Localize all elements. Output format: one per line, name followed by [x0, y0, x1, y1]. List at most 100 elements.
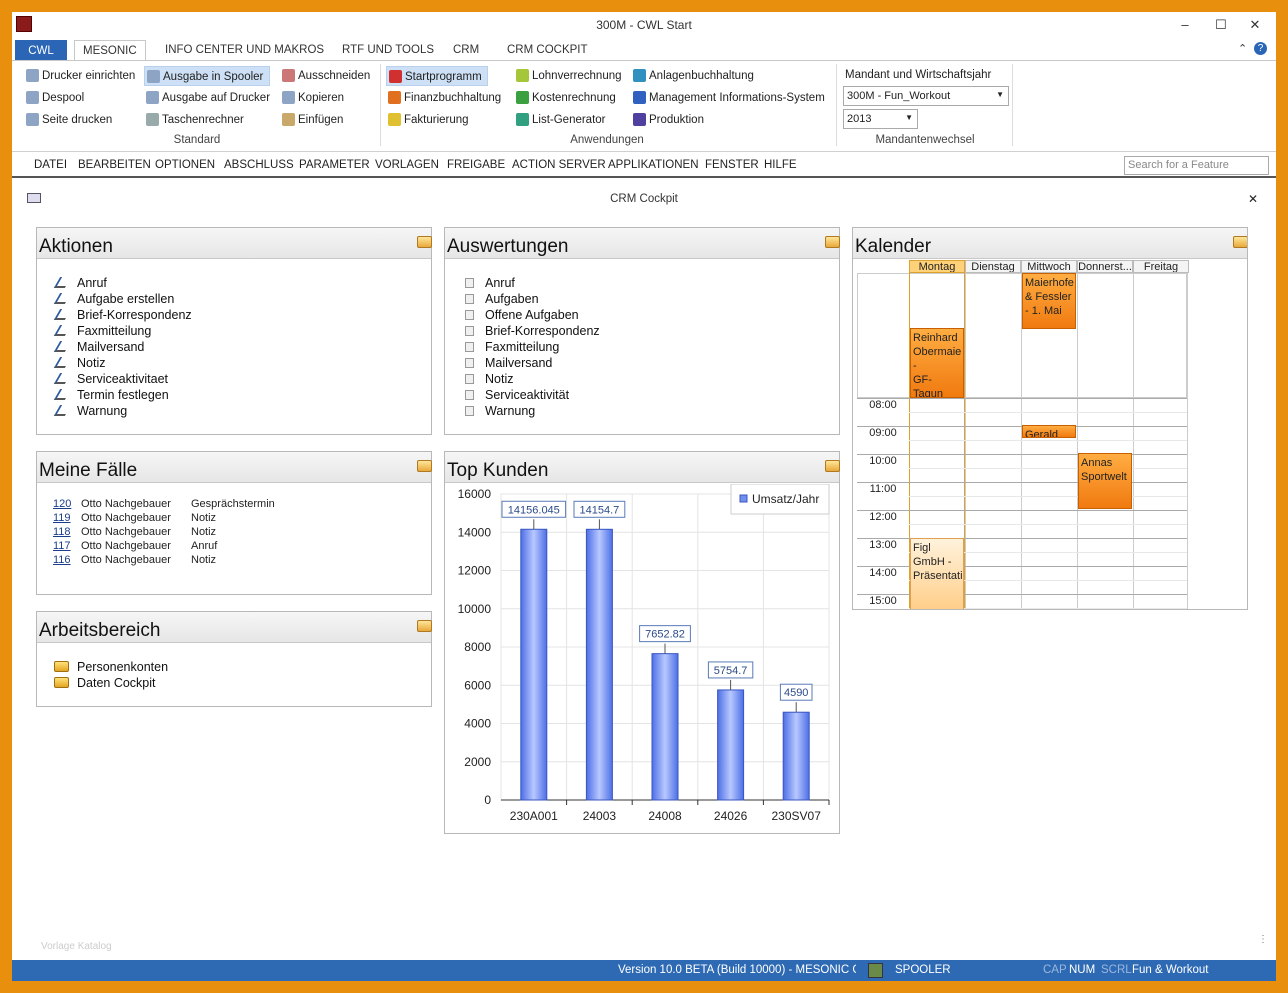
close-button[interactable]: ✕: [1249, 17, 1261, 32]
case-id-link[interactable]: 116: [53, 554, 71, 566]
auswertung-service[interactable]: Serviceaktivität: [465, 387, 569, 403]
aktion-termin[interactable]: Termin festlegen: [53, 387, 169, 403]
tab-crm-cockpit[interactable]: CRM COCKPIT: [507, 44, 588, 56]
aktion-warnung[interactable]: Warnung: [53, 403, 127, 419]
feature-search-input[interactable]: Search for a Feature: [1124, 156, 1269, 175]
ausgabe-drucker-button[interactable]: Ausgabe auf Drucker: [144, 88, 270, 108]
window-title: 300M - CWL Start: [596, 18, 692, 32]
cockpit-close-button[interactable]: ✕: [1248, 192, 1259, 206]
aktion-brief[interactable]: Brief-Korrespondenz: [53, 307, 192, 323]
list-generator-button[interactable]: List-Generator: [514, 110, 606, 130]
menu-hilfe[interactable]: HILFE: [764, 159, 797, 171]
auswertung-brief[interactable]: Brief-Korrespondenz: [465, 323, 600, 339]
case-id-link[interactable]: 118: [53, 526, 71, 538]
help-icon[interactable]: ?: [1254, 42, 1267, 55]
mandant-select[interactable]: 300M - Fun_Workout ▼: [843, 86, 1009, 106]
menu-fenster[interactable]: FENSTER: [705, 159, 759, 171]
menu-freigabe[interactable]: FREIGABE: [447, 159, 506, 171]
lohnverrechnung-button[interactable]: Lohnverrechnung: [514, 66, 622, 86]
folder-icon[interactable]: [1233, 236, 1247, 248]
calendar-hour-line: [857, 454, 1187, 455]
resize-grip-icon[interactable]: ⋮: [1258, 934, 1268, 945]
produktion-button[interactable]: Produktion: [631, 110, 704, 130]
tab-crm[interactable]: CRM: [453, 44, 480, 56]
calendar-event[interactable]: Figl GmbH - Präsentati: [910, 538, 964, 609]
auswertung-anruf[interactable]: Anruf: [465, 275, 515, 291]
case-id-link[interactable]: 119: [53, 512, 71, 524]
ausgabe-spooler-button[interactable]: Ausgabe in Spooler: [144, 66, 270, 86]
auswertung-fax[interactable]: Faxmitteilung: [465, 339, 559, 355]
menu-abschluss[interactable]: ABSCHLUSS: [224, 159, 294, 171]
menu-applikationen[interactable]: APPLIKATIONEN: [608, 159, 699, 171]
status-spooler[interactable]: SPOOLER: [895, 964, 951, 976]
aktion-anruf[interactable]: Anruf: [53, 275, 107, 291]
menu-action-server[interactable]: ACTION SERVER: [512, 159, 606, 171]
menu-bearbeiten[interactable]: BEARBEITEN: [78, 159, 151, 171]
auswertung-aufgaben[interactable]: Aufgaben: [465, 291, 539, 307]
group-separator: [380, 64, 381, 146]
auswertung-notiz[interactable]: Notiz: [465, 371, 513, 387]
folder-icon[interactable]: [417, 620, 432, 632]
management-info-button[interactable]: Management Informations-System: [631, 88, 825, 108]
aktion-aufgabe[interactable]: Aufgabe erstellen: [53, 291, 174, 307]
menu-vorlagen[interactable]: VORLAGEN: [375, 159, 439, 171]
calendar-event[interactable]: Gerald: [1022, 425, 1076, 438]
x-tick-label: 24008: [648, 809, 682, 823]
minimize-button[interactable]: –: [1181, 17, 1189, 32]
folder-icon[interactable]: [825, 236, 840, 248]
year-select[interactable]: 2013 ▼: [843, 109, 918, 129]
menu-optionen[interactable]: OPTIONEN: [155, 159, 216, 171]
auswertung-offene[interactable]: Offene Aufgaben: [465, 307, 579, 323]
aktion-service[interactable]: Serviceaktivitaet: [53, 371, 168, 387]
report-icon: [465, 374, 474, 384]
kopieren-button[interactable]: Kopieren: [280, 88, 344, 108]
pencil-icon: [53, 341, 72, 352]
calendar-event[interactable]: Maierhofe & Fessler - 1. Mai: [1022, 273, 1076, 329]
aktion-notiz[interactable]: Notiz: [53, 355, 105, 371]
spooler-icon[interactable]: [868, 963, 883, 978]
auswertung-warnung[interactable]: Warnung: [465, 403, 535, 419]
finanzbuchhaltung-button[interactable]: Finanzbuchhaltung: [386, 88, 501, 108]
fakturierung-button[interactable]: Fakturierung: [386, 110, 469, 130]
calendar-time-label: 15:00: [869, 595, 897, 607]
tab-rtf-tools[interactable]: RTF UND TOOLS: [342, 44, 435, 56]
seite-drucken-button[interactable]: Seite drucken: [24, 110, 112, 130]
maximize-button[interactable]: ☐: [1215, 17, 1227, 32]
folder-icon[interactable]: [417, 460, 432, 472]
calendar-time-label: 09:00: [869, 427, 897, 439]
tab-info-center[interactable]: INFO CENTER UND MAKROS: [165, 44, 325, 56]
cockpit-window-icon[interactable]: [27, 193, 41, 203]
collapse-ribbon-icon[interactable]: ⌃: [1238, 43, 1248, 55]
calendar-column-divider: [1077, 273, 1078, 609]
startprogramm-button[interactable]: Startprogramm: [386, 66, 488, 86]
data-label-box: [707, 661, 754, 679]
data-label-box: [501, 500, 567, 518]
taschenrechner-button[interactable]: Taschenrechner: [144, 110, 244, 130]
calendar-event[interactable]: Reinhard Obermaie - GF-Tagun: [910, 328, 964, 398]
tab-cwl[interactable]: CWL: [15, 40, 67, 60]
auswertung-mail[interactable]: Mailversand: [465, 355, 552, 371]
case-person: Otto Nachgebauer: [81, 498, 171, 510]
aktion-fax[interactable]: Faxmitteilung: [53, 323, 151, 339]
case-id-link[interactable]: 120: [53, 498, 72, 510]
tab-mesonic[interactable]: MESONIC: [74, 40, 146, 61]
calendar-halfhour-line: [909, 608, 1187, 609]
anlagenbuchhaltung-button[interactable]: Anlagenbuchhaltung: [631, 66, 754, 86]
aktion-mail[interactable]: Mailversand: [53, 339, 144, 355]
ausschneiden-button[interactable]: Ausschneiden: [280, 66, 370, 86]
kostenrechnung-button[interactable]: Kostenrechnung: [514, 88, 616, 108]
folder-icon[interactable]: [417, 236, 432, 248]
arbeitsbereich-personenkonten[interactable]: Personenkonten: [54, 659, 168, 675]
menu-parameter[interactable]: PARAMETER: [299, 159, 370, 171]
case-id-link[interactable]: 117: [53, 540, 71, 552]
app-icon[interactable]: [16, 16, 32, 32]
despool-button[interactable]: Despool: [24, 88, 84, 108]
report-icon: [465, 310, 474, 320]
calendar-grid[interactable]: Montag Dienstag Mittwoch Donnerst... Freitag…: [857, 260, 1247, 609]
einfuegen-button[interactable]: Einfügen: [280, 110, 343, 130]
folder-icon[interactable]: [825, 460, 840, 472]
calendar-event[interactable]: Annas Sportwelt: [1078, 453, 1132, 509]
drucker-einrichten-button[interactable]: Drucker einrichten: [24, 66, 135, 86]
arbeitsbereich-daten-cockpit[interactable]: Daten Cockpit: [54, 675, 156, 691]
menu-datei[interactable]: DATEI: [34, 159, 68, 171]
